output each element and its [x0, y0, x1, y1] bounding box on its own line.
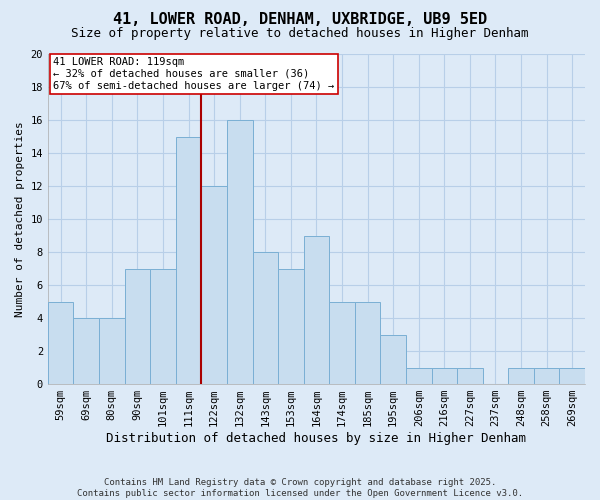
Bar	[227, 120, 253, 384]
Bar	[176, 136, 202, 384]
Text: 41, LOWER ROAD, DENHAM, UXBRIDGE, UB9 5ED: 41, LOWER ROAD, DENHAM, UXBRIDGE, UB9 5E…	[113, 12, 487, 28]
Text: 41 LOWER ROAD: 119sqm
← 32% of detached houses are smaller (36)
67% of semi-deta: 41 LOWER ROAD: 119sqm ← 32% of detached …	[53, 58, 335, 90]
Bar	[380, 334, 406, 384]
Bar	[202, 186, 227, 384]
Bar	[508, 368, 534, 384]
Text: Contains HM Land Registry data © Crown copyright and database right 2025.
Contai: Contains HM Land Registry data © Crown c…	[77, 478, 523, 498]
Bar	[253, 252, 278, 384]
Bar	[431, 368, 457, 384]
Text: Size of property relative to detached houses in Higher Denham: Size of property relative to detached ho…	[71, 28, 529, 40]
Bar	[559, 368, 585, 384]
Bar	[125, 268, 150, 384]
Bar	[48, 302, 73, 384]
Bar	[406, 368, 431, 384]
Bar	[304, 236, 329, 384]
Bar	[99, 318, 125, 384]
Bar	[534, 368, 559, 384]
Bar	[355, 302, 380, 384]
Bar	[457, 368, 482, 384]
Bar	[278, 268, 304, 384]
Bar	[73, 318, 99, 384]
X-axis label: Distribution of detached houses by size in Higher Denham: Distribution of detached houses by size …	[106, 432, 526, 445]
Bar	[150, 268, 176, 384]
Y-axis label: Number of detached properties: Number of detached properties	[15, 121, 25, 317]
Bar	[329, 302, 355, 384]
